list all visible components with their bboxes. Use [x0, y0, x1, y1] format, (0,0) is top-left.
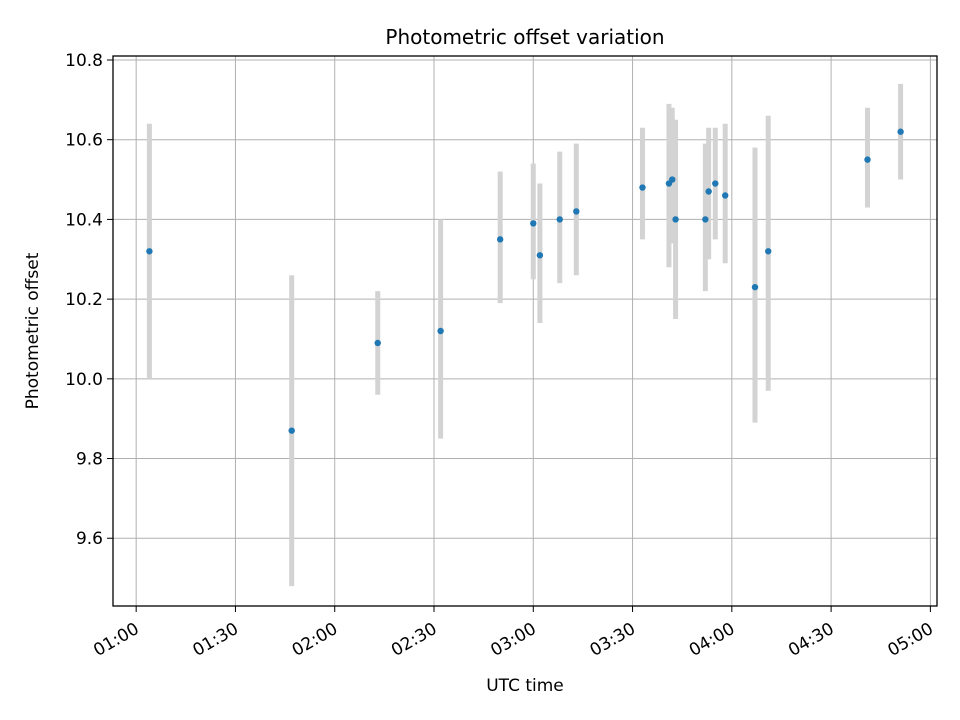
data-points [146, 128, 904, 434]
data-point [556, 216, 563, 223]
data-point [639, 184, 646, 191]
chart-title: Photometric offset variation [385, 25, 664, 49]
data-point [702, 216, 709, 223]
data-point [288, 427, 295, 434]
data-point [722, 192, 729, 199]
data-point [765, 248, 772, 255]
data-point [897, 128, 904, 135]
y-tick-label: 10.2 [65, 290, 103, 310]
data-point [751, 283, 759, 291]
y-tick-label: 10.4 [65, 210, 103, 230]
y-axis-label: Photometric offset [23, 252, 43, 409]
data-point [437, 327, 444, 335]
y-tick-label: 9.6 [76, 529, 103, 549]
y-tick-label: 10.6 [65, 131, 103, 151]
grid [113, 56, 937, 606]
data-point [536, 252, 544, 259]
x-axis-label: UTC time [486, 676, 564, 696]
data-point [712, 180, 719, 187]
data-point [864, 156, 871, 163]
data-point [530, 220, 537, 227]
y-tick-label: 10.8 [65, 51, 103, 71]
data-point [705, 188, 712, 195]
data-point [374, 339, 381, 347]
y-tick-label: 10.0 [65, 370, 103, 390]
plot-frame [112, 55, 938, 607]
y-tick-label: 9.8 [76, 450, 103, 470]
data-point [146, 248, 153, 255]
data-point [496, 236, 504, 243]
data-point [672, 216, 679, 223]
data-point [669, 176, 676, 183]
y-axis-ticks: 9.6 9.8 10.0 10.2 10.4 10.6 10.8 [65, 51, 113, 549]
data-point [573, 208, 580, 215]
